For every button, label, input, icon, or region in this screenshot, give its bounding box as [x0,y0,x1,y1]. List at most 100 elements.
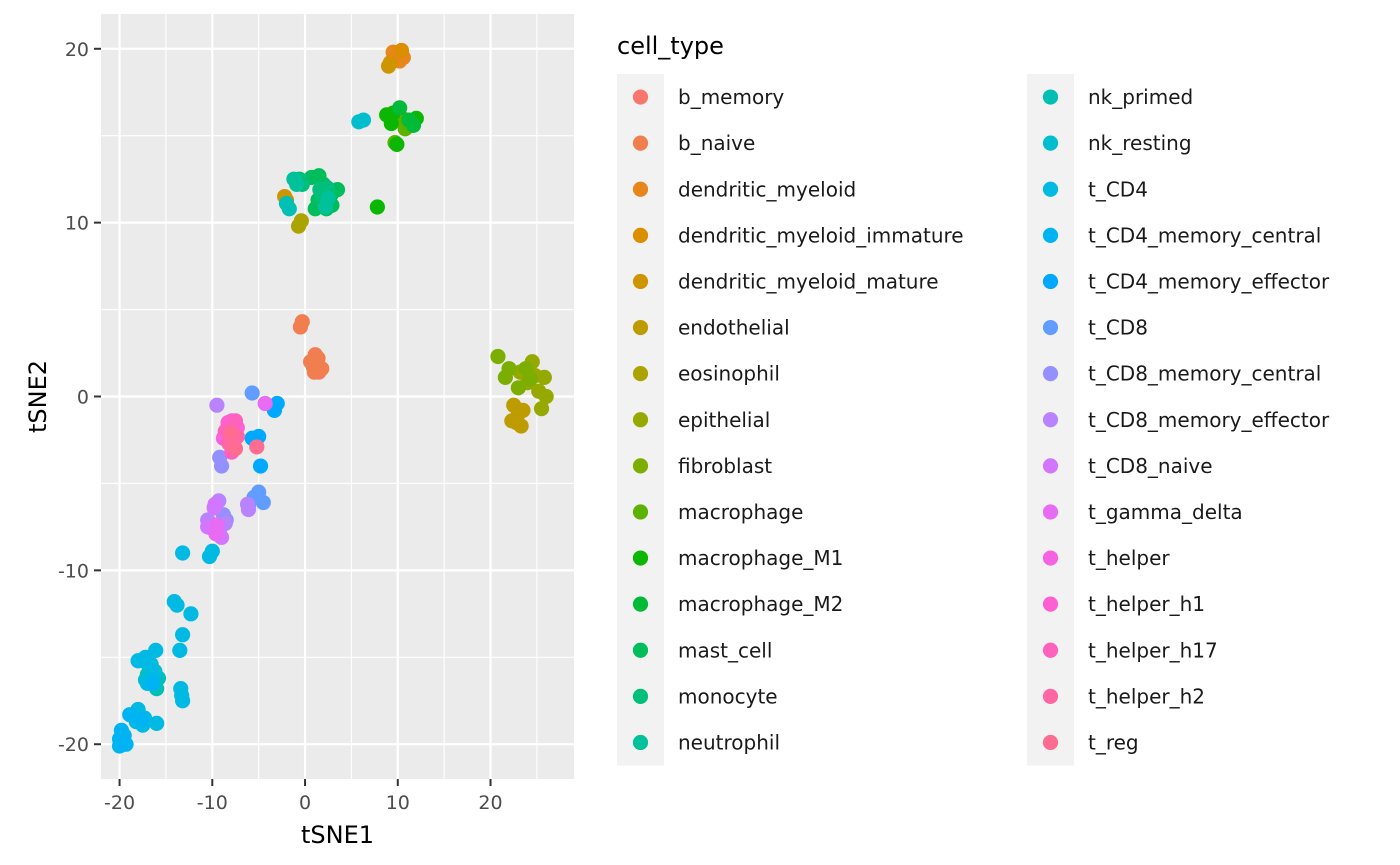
x-tick-label: -20 [104,792,135,814]
data-point-t_CD4_memory_effector [269,395,285,412]
legend-item-mast_cell: mast_cell [632,638,772,662]
legend-item-fibroblast: fibroblast [632,454,772,478]
legend-key-t_CD4_memory_effector [1042,273,1059,290]
data-point-nk_resting [355,112,372,128]
legend-label: dendritic_myeloid_immature [678,223,964,247]
legend-item-t_gamma_delta: t_gamma_delta [1042,500,1243,524]
data-point-eosinophil [293,213,309,229]
y-tick-label: 10 [65,213,89,235]
y-axis: -20 -10 0 10 20 [58,39,101,756]
data-point-t_CD4_memory_central [145,675,161,691]
legend-key-t_helper_h17 [1042,642,1059,658]
data-point-endothelial [504,413,520,429]
legend-label: t_CD8 [1088,316,1148,340]
legend-label: monocyte [678,684,778,708]
grid-major [101,14,574,779]
legend-item-t_reg: t_reg [1042,730,1139,754]
legend-item-macrophage_M1: macrophage_M1 [632,546,843,570]
legend-label: macrophage_M1 [678,546,843,570]
legend-item-dendritic_myeloid_mature: dendritic_myeloid_mature [632,269,939,293]
y-tick-label: 0 [77,387,89,409]
data-point-b_naive [292,319,309,335]
legend-label: nk_resting [1088,131,1192,155]
legend-key-t_CD8_memory_effector [1042,412,1059,428]
data-point-endothelial [515,402,531,419]
legend-key-t_CD8_memory_central [1042,366,1059,382]
data-point-fibroblast [497,369,513,385]
legend-key-b_memory [632,89,649,105]
legend-label: t_reg [1088,730,1139,754]
legend-key-dendritic_myeloid_immature [632,227,649,243]
legend-item-nk_primed: nk_primed [1042,85,1193,109]
legend-key-t_helper_h2 [1042,688,1059,704]
legend-key-t_CD4_memory_central [1042,227,1059,243]
data-point-t_CD8 [244,385,260,401]
legend-key-t_CD4 [1042,181,1059,197]
data-point-nk_primed [281,201,297,217]
legend-item-t_helper_h1: t_helper_h1 [1042,592,1205,616]
data-point-epithelial [538,388,554,405]
legend-item-t_CD4_memory_effector: t_CD4_memory_effector [1042,269,1330,293]
legend-item-nk_resting: nk_resting [1042,131,1192,155]
legend-key-t_CD8 [1042,319,1059,336]
legend-key-monocyte [632,688,649,704]
data-point-t_reg [227,441,244,457]
legend-key-dendritic_myeloid [632,181,649,197]
legend-key-epithelial [632,412,649,428]
y-tick-label: -20 [58,734,89,756]
legend-key-t_helper_h1 [1042,596,1059,612]
legend-key-t_reg [1042,734,1059,751]
data-point-dendritic_myeloid_mature [380,58,397,74]
data-point-t_CD4 [183,606,199,622]
legend-key-t_gamma_delta [1042,504,1059,520]
data-point-t_CD4_memory_central [133,712,149,728]
legend-label: dendritic_myeloid [678,177,856,201]
legend: cell_type b_memory b_naive dendritic_myelo… [617,32,1330,766]
data-point-fibroblast [510,380,526,396]
legend-item-t_CD8_naive: t_CD8_naive [1042,454,1213,478]
legend-key-endothelial [632,319,649,336]
legend-label: macrophage_M2 [678,592,843,616]
legend-label: t_helper [1088,546,1170,570]
legend-label: t_CD8_naive [1088,454,1213,478]
legend-item-b_naive: b_naive [632,131,755,155]
data-point-macrophage_M1 [383,115,399,132]
data-point-macrophage_M1 [389,136,405,152]
legend-label: t_CD4_memory_central [1088,223,1321,247]
legend-items: b_memory b_naive dendritic_myeloid dendriti… [632,85,1330,754]
x-tick-label: 20 [478,792,502,814]
data-point-macrophage_M2 [392,100,408,116]
legend-key-fibroblast [632,458,649,474]
data-point-neutrophil [286,171,302,187]
data-point-t_CD4 [175,693,191,709]
legend-item-eosinophil: eosinophil [632,362,780,386]
legend-item-t_CD8: t_CD8 [1042,316,1148,340]
legend-item-epithelial: epithelial [632,408,770,432]
y-tick-label: 20 [65,39,89,61]
y-tick-label: -10 [58,560,89,582]
legend-label: t_gamma_delta [1088,500,1243,524]
legend-key-macrophage_M1 [632,550,649,566]
legend-item-monocyte: monocyte [632,684,778,708]
x-tick-label: -10 [197,792,228,814]
legend-label: dendritic_myeloid_mature [678,269,939,293]
legend-label: t_helper_h2 [1088,684,1205,708]
legend-label: b_memory [678,85,784,109]
legend-title: cell_type [617,32,724,60]
legend-label: t_helper_h17 [1088,638,1218,662]
legend-label: mast_cell [678,638,772,662]
legend-item-b_memory: b_memory [632,85,784,109]
data-point-t_gamma_delta [257,395,273,412]
data-point-t_reg [223,425,239,441]
data-point-t_reg [249,439,265,455]
data-point-fibroblast [522,371,539,387]
data-point-t_CD4 [172,642,188,658]
legend-key-nk_resting [1042,135,1059,151]
data-point-t_CD8_memory_effector [209,397,225,413]
data-point-t_CD4 [166,594,182,610]
data-point-t_CD8_naive [206,500,222,516]
points-layer [111,42,554,754]
x-tick-label: 0 [299,792,311,814]
